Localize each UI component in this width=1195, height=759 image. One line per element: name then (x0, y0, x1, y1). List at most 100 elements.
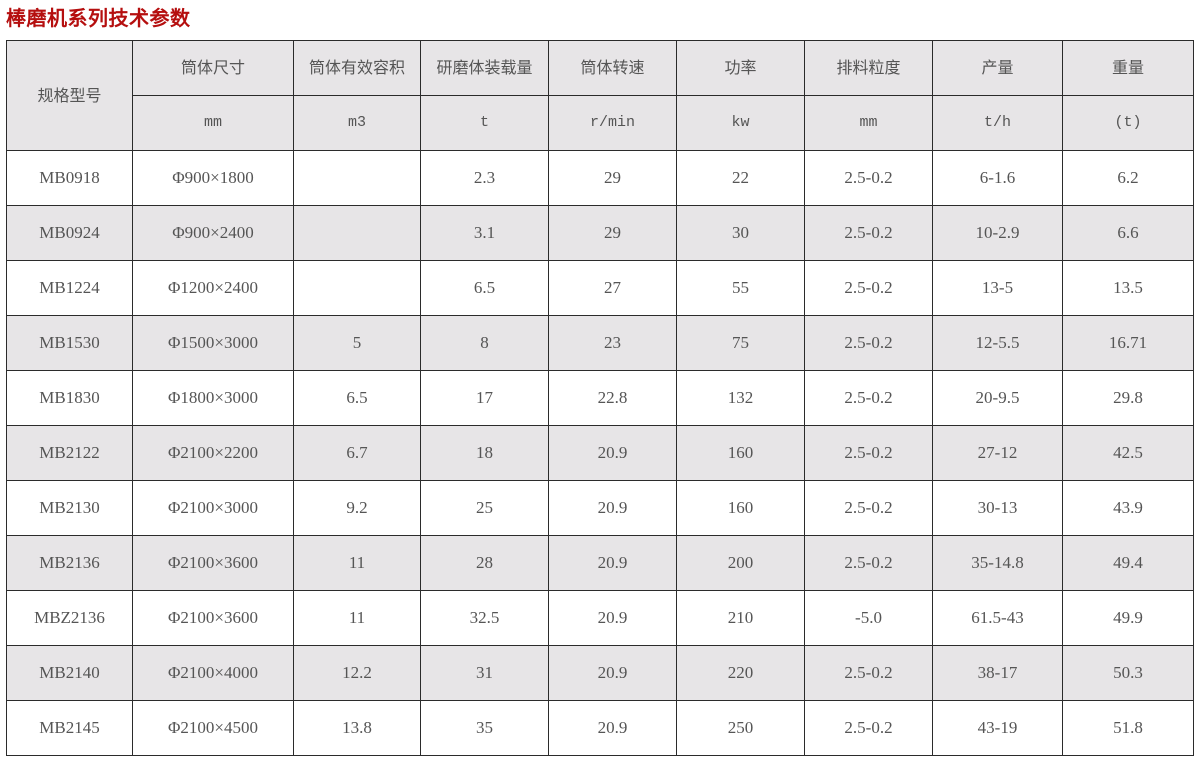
table-row: MB2130 Φ2100×3000 9.2 25 20.9 160 2.5-0.2 30-13… (6, 480, 1194, 536)
unit-cell: mm (132, 95, 294, 151)
table-cell: 13.5 (1062, 260, 1194, 316)
table-cell: 2.3 (420, 150, 549, 206)
model-cell: MBZ2136 (6, 590, 133, 646)
spec-table: 规格型号 筒体尺寸 筒体有效容积 研磨体装载量 筒体转速 功率 排料粒度 产量 … (6, 40, 1194, 756)
table-row: MB1530 Φ1500×3000 5 8 23 75 2.5-0.2 12-5.5 16.71 (6, 315, 1194, 371)
model-cell: MB1830 (6, 370, 133, 426)
header-cell: 筒体有效容积 (293, 40, 421, 96)
table-cell: 6.5 (420, 260, 549, 316)
model-cell: MB2130 (6, 480, 133, 536)
header-row: 规格型号 筒体尺寸 筒体有效容积 研磨体装载量 筒体转速 功率 排料粒度 产量 … (6, 40, 1194, 151)
table-cell: Φ900×1800 (132, 150, 294, 206)
table-cell: 17 (420, 370, 549, 426)
table-row: MB2145 Φ2100×4500 13.8 35 20.9 250 2.5-0.2 43-1… (6, 700, 1194, 756)
table-cell: 43-19 (932, 700, 1063, 756)
table-cell: 55 (676, 260, 805, 316)
table-cell: 2.5-0.2 (804, 425, 933, 481)
table-cell (293, 260, 421, 316)
table-cell: 220 (676, 645, 805, 701)
table-cell: 6.6 (1062, 205, 1194, 261)
table-cell: 30-13 (932, 480, 1063, 536)
table-cell: 20.9 (548, 700, 677, 756)
table-row: MBZ2136 Φ2100×3600 11 32.5 20.9 210 -5.0 61.5-4… (6, 590, 1194, 646)
table-cell: Φ2100×2200 (132, 425, 294, 481)
header-cell: 研磨体装载量 (420, 40, 549, 96)
table-cell: 3.1 (420, 205, 549, 261)
table-cell: 20.9 (548, 645, 677, 701)
table-cell: 38-17 (932, 645, 1063, 701)
table-cell: 6.7 (293, 425, 421, 481)
table-cell: 42.5 (1062, 425, 1194, 481)
table-cell (293, 150, 421, 206)
table-cell: 35 (420, 700, 549, 756)
header-cell: 筒体尺寸 (132, 40, 294, 96)
table-cell: 29.8 (1062, 370, 1194, 426)
table-cell: 30 (676, 205, 805, 261)
table-cell: 22 (676, 150, 805, 206)
table-cell: 2.5-0.2 (804, 700, 933, 756)
table-cell: 28 (420, 535, 549, 591)
model-cell: MB2136 (6, 535, 133, 591)
table-cell: 61.5-43 (932, 590, 1063, 646)
table-cell: 12-5.5 (932, 315, 1063, 371)
table-cell: 20.9 (548, 535, 677, 591)
table-cell: 29 (548, 150, 677, 206)
table-cell: 2.5-0.2 (804, 260, 933, 316)
model-cell: MB0924 (6, 205, 133, 261)
header-cell: 产量 (932, 40, 1063, 96)
table-row: MB0924 Φ900×2400 3.1 29 30 2.5-0.2 10-2.9 6.6 (6, 205, 1194, 261)
table-cell: 2.5-0.2 (804, 150, 933, 206)
table-cell: Φ900×2400 (132, 205, 294, 261)
table-cell: Φ2100×4000 (132, 645, 294, 701)
unit-cell: mm (804, 95, 933, 151)
table-cell: 75 (676, 315, 805, 371)
table-cell: 2.5-0.2 (804, 370, 933, 426)
table-cell: 6.2 (1062, 150, 1194, 206)
table-cell: 10-2.9 (932, 205, 1063, 261)
unit-cell: t/h (932, 95, 1063, 151)
table-cell: 22.8 (548, 370, 677, 426)
table-cell: 20.9 (548, 480, 677, 536)
table-cell: Φ2100×4500 (132, 700, 294, 756)
model-cell: MB0918 (6, 150, 133, 206)
page-title: 棒磨机系列技术参数 (6, 6, 191, 30)
table-cell: 32.5 (420, 590, 549, 646)
table-cell: 160 (676, 480, 805, 536)
model-cell: MB2145 (6, 700, 133, 756)
table-cell: 51.8 (1062, 700, 1194, 756)
table-cell: -5.0 (804, 590, 933, 646)
table-row: MB0918 Φ900×1800 2.3 29 22 2.5-0.2 6-1.6 6.2 (6, 150, 1194, 206)
table-cell: Φ2100×3600 (132, 590, 294, 646)
header-cell: 排料粒度 (804, 40, 933, 96)
table-cell: Φ1800×3000 (132, 370, 294, 426)
table-cell: 12.2 (293, 645, 421, 701)
table-cell: 6.5 (293, 370, 421, 426)
table-cell: Φ2100×3000 (132, 480, 294, 536)
table-cell (293, 205, 421, 261)
table-cell: 31 (420, 645, 549, 701)
table-cell: 27-12 (932, 425, 1063, 481)
table-row: MB2140 Φ2100×4000 12.2 31 20.9 220 2.5-0.2 38-1… (6, 645, 1194, 701)
table-cell: 16.71 (1062, 315, 1194, 371)
table-cell: Φ1200×2400 (132, 260, 294, 316)
model-cell: MB1530 (6, 315, 133, 371)
table-cell: 13-5 (932, 260, 1063, 316)
table-cell: 27 (548, 260, 677, 316)
table-cell: 20-9.5 (932, 370, 1063, 426)
table-cell: 25 (420, 480, 549, 536)
table-cell: 2.5-0.2 (804, 535, 933, 591)
table-cell: 2.5-0.2 (804, 645, 933, 701)
table-cell: 132 (676, 370, 805, 426)
table-row: MB1830 Φ1800×3000 6.5 17 22.8 132 2.5-0.2 20-9.… (6, 370, 1194, 426)
table-cell: 18 (420, 425, 549, 481)
table-cell: 20.9 (548, 590, 677, 646)
table-cell: 49.9 (1062, 590, 1194, 646)
model-cell: MB1224 (6, 260, 133, 316)
unit-cell: kw (676, 95, 805, 151)
table-cell: 29 (548, 205, 677, 261)
unit-cell: t (420, 95, 549, 151)
header-cell: 重量 (1062, 40, 1194, 96)
header-cell: 筒体转速 (548, 40, 677, 96)
unit-cell: (t) (1062, 95, 1194, 151)
table-cell: 49.4 (1062, 535, 1194, 591)
